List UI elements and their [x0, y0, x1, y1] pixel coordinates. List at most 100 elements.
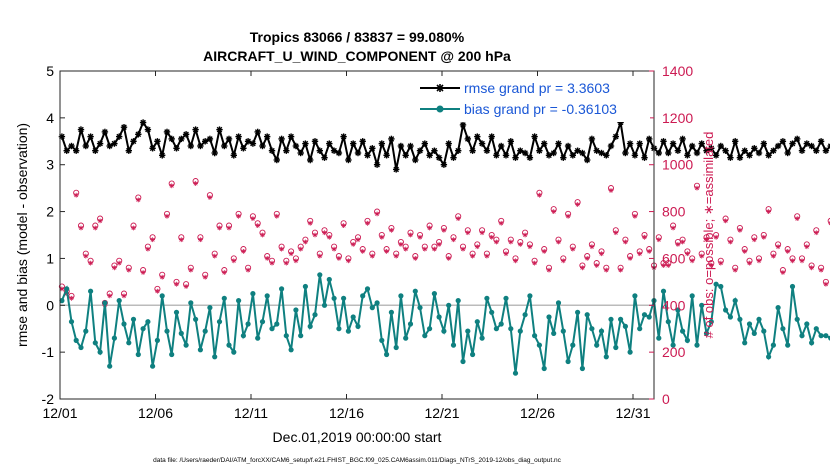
rmse-point: [230, 152, 238, 159]
bias-point: [460, 358, 466, 365]
bias-point: [412, 288, 418, 294]
rmse-point: [125, 147, 133, 154]
bias-point: [804, 321, 810, 327]
obs-assimilated-point: [298, 246, 304, 252]
bias-point: [570, 342, 576, 348]
obs-assimilated-point: [164, 213, 170, 219]
bias-point: [68, 319, 75, 325]
bias-point: [608, 316, 614, 322]
obs-assimilated-point: [718, 260, 724, 266]
bias-point: [279, 286, 285, 292]
obs-assimilated-point: [398, 241, 404, 247]
obs-assimilated-point: [546, 267, 552, 273]
y-right-tick-label: 400: [662, 297, 686, 313]
rmse-point: [822, 147, 830, 154]
rmse-point: [307, 156, 314, 164]
rmse-point: [240, 145, 247, 152]
rmse-point: [817, 138, 825, 145]
rmse-point: [564, 142, 572, 150]
rmse-point: [674, 147, 682, 154]
data-file-footer: data file: /Users/raeder/DAI/ATM_forcXX/…: [153, 457, 562, 464]
bias-point: [637, 326, 643, 332]
bias-point: [226, 342, 232, 348]
rmse-point: [488, 133, 495, 140]
x-axis: 12/01 12/06 12/11 12/16 12/21 12/26 12/31: [42, 71, 651, 421]
y-right-tick-label: 800: [662, 204, 686, 220]
rmse-point: [302, 140, 309, 147]
bias-point: [317, 272, 323, 278]
obs-assimilated-point: [283, 260, 289, 266]
obs-assimilated-point: [675, 241, 681, 247]
bias-point: [579, 365, 586, 372]
rmse-point: [526, 154, 534, 161]
rmse-point: [254, 128, 261, 136]
bias-point: [785, 342, 791, 348]
rmse-point: [708, 145, 715, 152]
obs-assimilated-point: [69, 295, 74, 301]
rmse-point: [545, 152, 553, 159]
rmse-point: [111, 140, 118, 147]
bias-point: [479, 335, 485, 341]
x-tick-label: 12/06: [138, 405, 173, 421]
obs-assimilated-point: [83, 253, 89, 259]
obs-assimilated-point: [403, 246, 409, 252]
obs-assimilated-point: [131, 225, 136, 231]
obs-assimilated-point: [202, 274, 208, 280]
rmse-point: [135, 131, 142, 138]
rmse-point: [221, 142, 228, 150]
rmse-point: [206, 135, 214, 143]
bias-point: [508, 326, 514, 332]
bias-point: [374, 300, 380, 306]
rmse-point: [244, 138, 252, 145]
bias-point: [627, 349, 633, 355]
bias-point: [727, 314, 734, 320]
bias-point: [823, 333, 829, 339]
bias-point: [240, 333, 246, 339]
obs-assimilated-point: [642, 234, 647, 240]
bias-point: [288, 347, 294, 353]
bias-point: [527, 293, 533, 299]
rmse-point: [555, 140, 562, 147]
y-right-tick-label: 1200: [662, 110, 693, 126]
obs-assimilated-point: [498, 220, 504, 226]
obs-assimilated-point: [728, 239, 733, 245]
bias-point: [302, 283, 308, 290]
obs-assimilated-point: [479, 230, 485, 236]
bias-point: [293, 307, 299, 313]
bias-point: [193, 316, 199, 322]
obs-assimilated-point: [484, 253, 490, 259]
y-axis-left: -2 -1 0 1 2 3 4 5: [42, 63, 65, 407]
obs-assimilated-point: [756, 258, 762, 264]
bias-point: [336, 326, 342, 332]
obs-assimilated-point: [436, 241, 442, 247]
y-right-tick-label: 600: [662, 250, 686, 266]
y-axis-right: 0 200 400 600 800 1000 1200 1400: [649, 63, 693, 407]
y-right-tick-label: 1000: [662, 157, 693, 173]
obs-assimilated-point: [532, 260, 537, 266]
bias-point: [298, 333, 304, 339]
bias-point: [641, 312, 648, 318]
obs-assimilated-point: [126, 267, 132, 273]
obs-assimilated-point: [326, 234, 332, 240]
obs-assimilated-point: [422, 246, 428, 252]
rmse-point: [120, 123, 128, 131]
rmse-point: [369, 145, 376, 152]
obs-assimilated-point: [441, 227, 447, 233]
rmse-point: [197, 142, 204, 150]
rmse-point: [178, 135, 185, 143]
obs-assimilated-point: [408, 232, 413, 238]
bias-point: [102, 300, 108, 306]
rmse-point: [717, 142, 724, 150]
y-right-tick-label: 1400: [662, 63, 693, 79]
obs-assimilated-point: [603, 267, 609, 273]
rmse-point: [813, 147, 820, 154]
rmse-point: [426, 152, 433, 159]
bias-point: [618, 316, 624, 322]
bias-point: [470, 351, 476, 358]
obs-assimilated-point: [255, 223, 261, 229]
obs-assimilated-point: [527, 244, 533, 250]
bias-point: [393, 344, 399, 351]
bias-point: [388, 309, 394, 315]
obs-assimilated-point: [556, 239, 561, 245]
obs-assimilated-point: [809, 265, 814, 271]
